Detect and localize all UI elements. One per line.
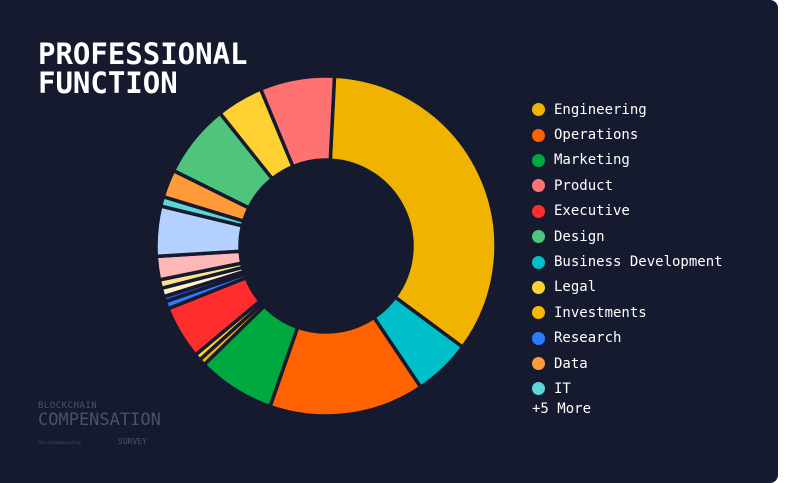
legend-swatch <box>532 306 545 320</box>
legend-item-engineering[interactable]: Engineering <box>532 97 723 122</box>
legend-label: Investments <box>554 304 647 321</box>
legend-label: Research <box>554 330 622 347</box>
legend-swatch <box>532 153 545 167</box>
legend-swatch <box>532 331 545 345</box>
chart-legend: Engineering Operations Marketing Product Exe… <box>532 97 723 402</box>
legend-label: Data <box>554 355 588 372</box>
legend-item-investments[interactable]: Investments <box>532 300 723 325</box>
legend-swatch <box>532 382 545 396</box>
legend-label: Marketing <box>554 152 630 169</box>
legend-label: Operations <box>554 127 639 144</box>
title-line-1: PROFESSIONAL <box>38 37 248 71</box>
legend-label: Business Development <box>554 254 723 271</box>
legend-label: Design <box>554 228 605 245</box>
legend-item-data[interactable]: Data <box>532 351 723 376</box>
legend-item-operations[interactable]: Operations <box>532 122 723 147</box>
survey-logo: BLOCKCHAIN COMPENSATION /blockcompensati… <box>38 401 161 448</box>
logo-line-3: /blockcompensation <box>38 440 82 445</box>
legend-swatch <box>532 204 545 218</box>
legend-item-legal[interactable]: Legal <box>532 275 723 300</box>
legend-swatch <box>532 280 545 294</box>
legend-label: Product <box>554 177 614 194</box>
legend-label: Executive <box>554 203 630 220</box>
slice-engineering-0[interactable] <box>328 74 498 349</box>
logo-line-1: BLOCKCHAIN <box>38 401 98 411</box>
title-line-2: FUNCTION <box>38 66 178 100</box>
legend-item-research[interactable]: Research <box>532 326 723 351</box>
legend-item-executive[interactable]: Executive <box>532 199 723 224</box>
chart-title: PROFESSIONAL FUNCTION <box>38 40 248 98</box>
legend-more-link[interactable]: +5 More <box>532 401 592 417</box>
legend-swatch <box>532 230 545 244</box>
legend-item-marketing[interactable]: Marketing <box>532 148 723 173</box>
legend-swatch <box>532 357 545 371</box>
legend-swatch <box>532 255 545 269</box>
legend-item-it[interactable]: IT <box>532 376 723 401</box>
legend-label: Engineering <box>554 101 647 118</box>
legend-swatch <box>532 179 545 193</box>
legend-item-business-development[interactable]: Business Development <box>532 249 723 274</box>
legend-swatch <box>532 128 545 142</box>
legend-label: IT <box>554 380 571 397</box>
logo-line-2: COMPENSATION <box>38 410 161 430</box>
legend-label: Legal <box>554 279 597 296</box>
legend-item-product[interactable]: Product <box>532 173 723 198</box>
legend-swatch <box>532 103 545 117</box>
logo-line-4: SURVEY <box>118 437 147 446</box>
slice-product-17[interactable] <box>258 74 337 169</box>
legend-item-design[interactable]: Design <box>532 224 723 249</box>
